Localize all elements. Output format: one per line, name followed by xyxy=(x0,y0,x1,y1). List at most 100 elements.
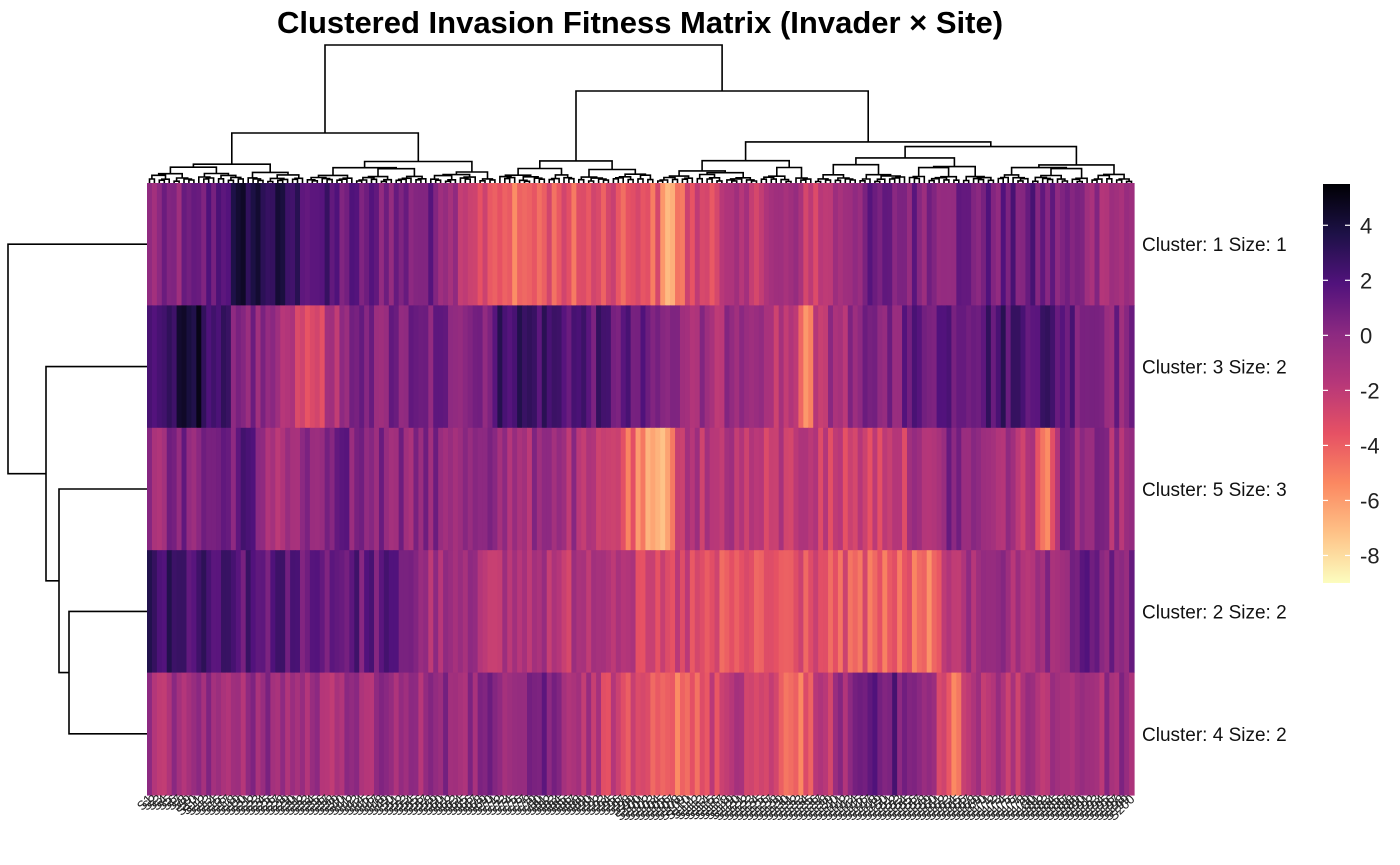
heatmap-cell xyxy=(388,672,395,796)
heatmap-cell xyxy=(576,305,582,429)
heatmap-cell xyxy=(265,672,271,796)
dendrogram-branch xyxy=(597,178,607,183)
heatmap-cell xyxy=(383,427,390,551)
dendrogram-branch xyxy=(731,180,738,183)
heatmap-cell xyxy=(403,183,410,306)
heatmap-cell xyxy=(768,427,775,551)
heatmap-cell xyxy=(620,672,627,796)
heatmap-cell xyxy=(438,183,444,306)
heatmap-cell xyxy=(329,305,336,429)
heatmap-cell xyxy=(724,305,730,429)
heatmap-cell xyxy=(433,305,439,429)
heatmap-cell xyxy=(221,672,227,796)
heatmap-cell xyxy=(783,183,790,306)
heatmap-cell xyxy=(798,427,804,551)
heatmap-cell xyxy=(694,183,701,306)
heatmap-cell xyxy=(684,183,691,306)
heatmap-cell xyxy=(201,672,207,796)
heatmap-cell xyxy=(1059,550,1066,674)
heatmap-cell xyxy=(813,183,819,306)
heatmap-cell xyxy=(675,550,681,674)
heatmap-cell xyxy=(921,672,928,796)
heatmap-cell xyxy=(635,427,642,551)
column-labels: S1S2S3S4S5S6S7S8S9S10S11S12S13S14S15S16S… xyxy=(134,792,1138,824)
heatmap-cell xyxy=(615,427,622,551)
heatmap-cell xyxy=(596,672,602,796)
dendrogram-branch xyxy=(415,179,422,183)
heatmap-cell xyxy=(171,427,178,551)
heatmap-cell xyxy=(803,427,809,551)
dendrogram-branch xyxy=(231,132,420,165)
heatmap-cell xyxy=(867,672,874,796)
heatmap-cell xyxy=(739,305,745,429)
heatmap-cell xyxy=(946,183,952,306)
heatmap-cell xyxy=(902,550,908,674)
heatmap-cell xyxy=(921,305,928,429)
dendrogram-branch xyxy=(602,179,610,183)
dendrogram-branch xyxy=(578,178,585,183)
heatmap-cell xyxy=(872,183,878,306)
heatmap-cell xyxy=(620,305,627,429)
dendrogram-branch xyxy=(1061,180,1069,183)
heatmap-cell xyxy=(749,305,755,429)
dendrogram-branch xyxy=(161,178,170,183)
heatmap-cell xyxy=(1030,550,1036,674)
heatmap-cell xyxy=(1119,183,1125,306)
heatmap-cell xyxy=(443,183,449,306)
heatmap-cell xyxy=(156,183,163,306)
heatmap-cell xyxy=(472,183,479,306)
heatmap-cell xyxy=(699,550,706,674)
heatmap-cell xyxy=(571,550,577,674)
dendrogram-branch xyxy=(192,163,271,173)
heatmap-cell xyxy=(280,305,286,429)
heatmap-cell xyxy=(265,305,271,429)
dendrogram-branch xyxy=(849,179,856,183)
heatmap-cell xyxy=(897,672,903,796)
heatmap-cell xyxy=(290,183,296,306)
heatmap-cell xyxy=(778,305,785,429)
heatmap-cell xyxy=(926,427,933,551)
heatmap-cell xyxy=(709,672,716,796)
heatmap-cell xyxy=(151,550,158,674)
heatmap-cell xyxy=(887,427,893,551)
heatmap-cell xyxy=(250,183,257,306)
heatmap-cell xyxy=(265,550,271,674)
heatmap-cell xyxy=(280,550,286,674)
heatmap-cell xyxy=(1094,672,1101,796)
heatmap-cell xyxy=(650,427,656,551)
dendrogram-branch xyxy=(568,177,575,183)
heatmap-cell xyxy=(275,427,281,551)
heatmap-cell xyxy=(724,550,730,674)
dendrogram-branch xyxy=(257,179,264,183)
heatmap-cell xyxy=(892,305,898,429)
heatmap-cell xyxy=(906,183,913,306)
heatmap-cell xyxy=(191,183,197,306)
heatmap-cell xyxy=(408,550,415,674)
heatmap-cell xyxy=(719,550,725,674)
heatmap-cell xyxy=(151,305,158,429)
heatmap-cell xyxy=(324,550,331,674)
heatmap-cell xyxy=(971,672,977,796)
dendrogram-branch xyxy=(832,163,880,175)
heatmap-cell xyxy=(640,183,647,306)
heatmap-cell xyxy=(403,427,410,551)
heatmap-cell xyxy=(423,427,429,551)
heatmap-cell xyxy=(438,427,444,551)
heatmap-cell xyxy=(793,305,800,429)
heatmap-cell xyxy=(235,550,242,674)
heatmap-cell xyxy=(378,427,385,551)
heatmap-cell xyxy=(941,305,948,429)
heatmap-cell xyxy=(699,672,706,796)
heatmap-cell xyxy=(176,427,183,551)
heatmap-cell xyxy=(467,672,474,796)
heatmap-cell xyxy=(773,183,780,306)
heatmap-cell xyxy=(245,672,252,796)
dendrogram-branch xyxy=(173,180,180,183)
heatmap-cell xyxy=(448,550,454,674)
dendrogram-branch xyxy=(217,178,225,183)
color-legend-label: -6 xyxy=(1360,488,1380,513)
heatmap-cell xyxy=(1129,183,1135,306)
heatmap-cell xyxy=(156,427,163,551)
heatmap-cell xyxy=(586,672,592,796)
heatmap-cell xyxy=(951,305,957,429)
